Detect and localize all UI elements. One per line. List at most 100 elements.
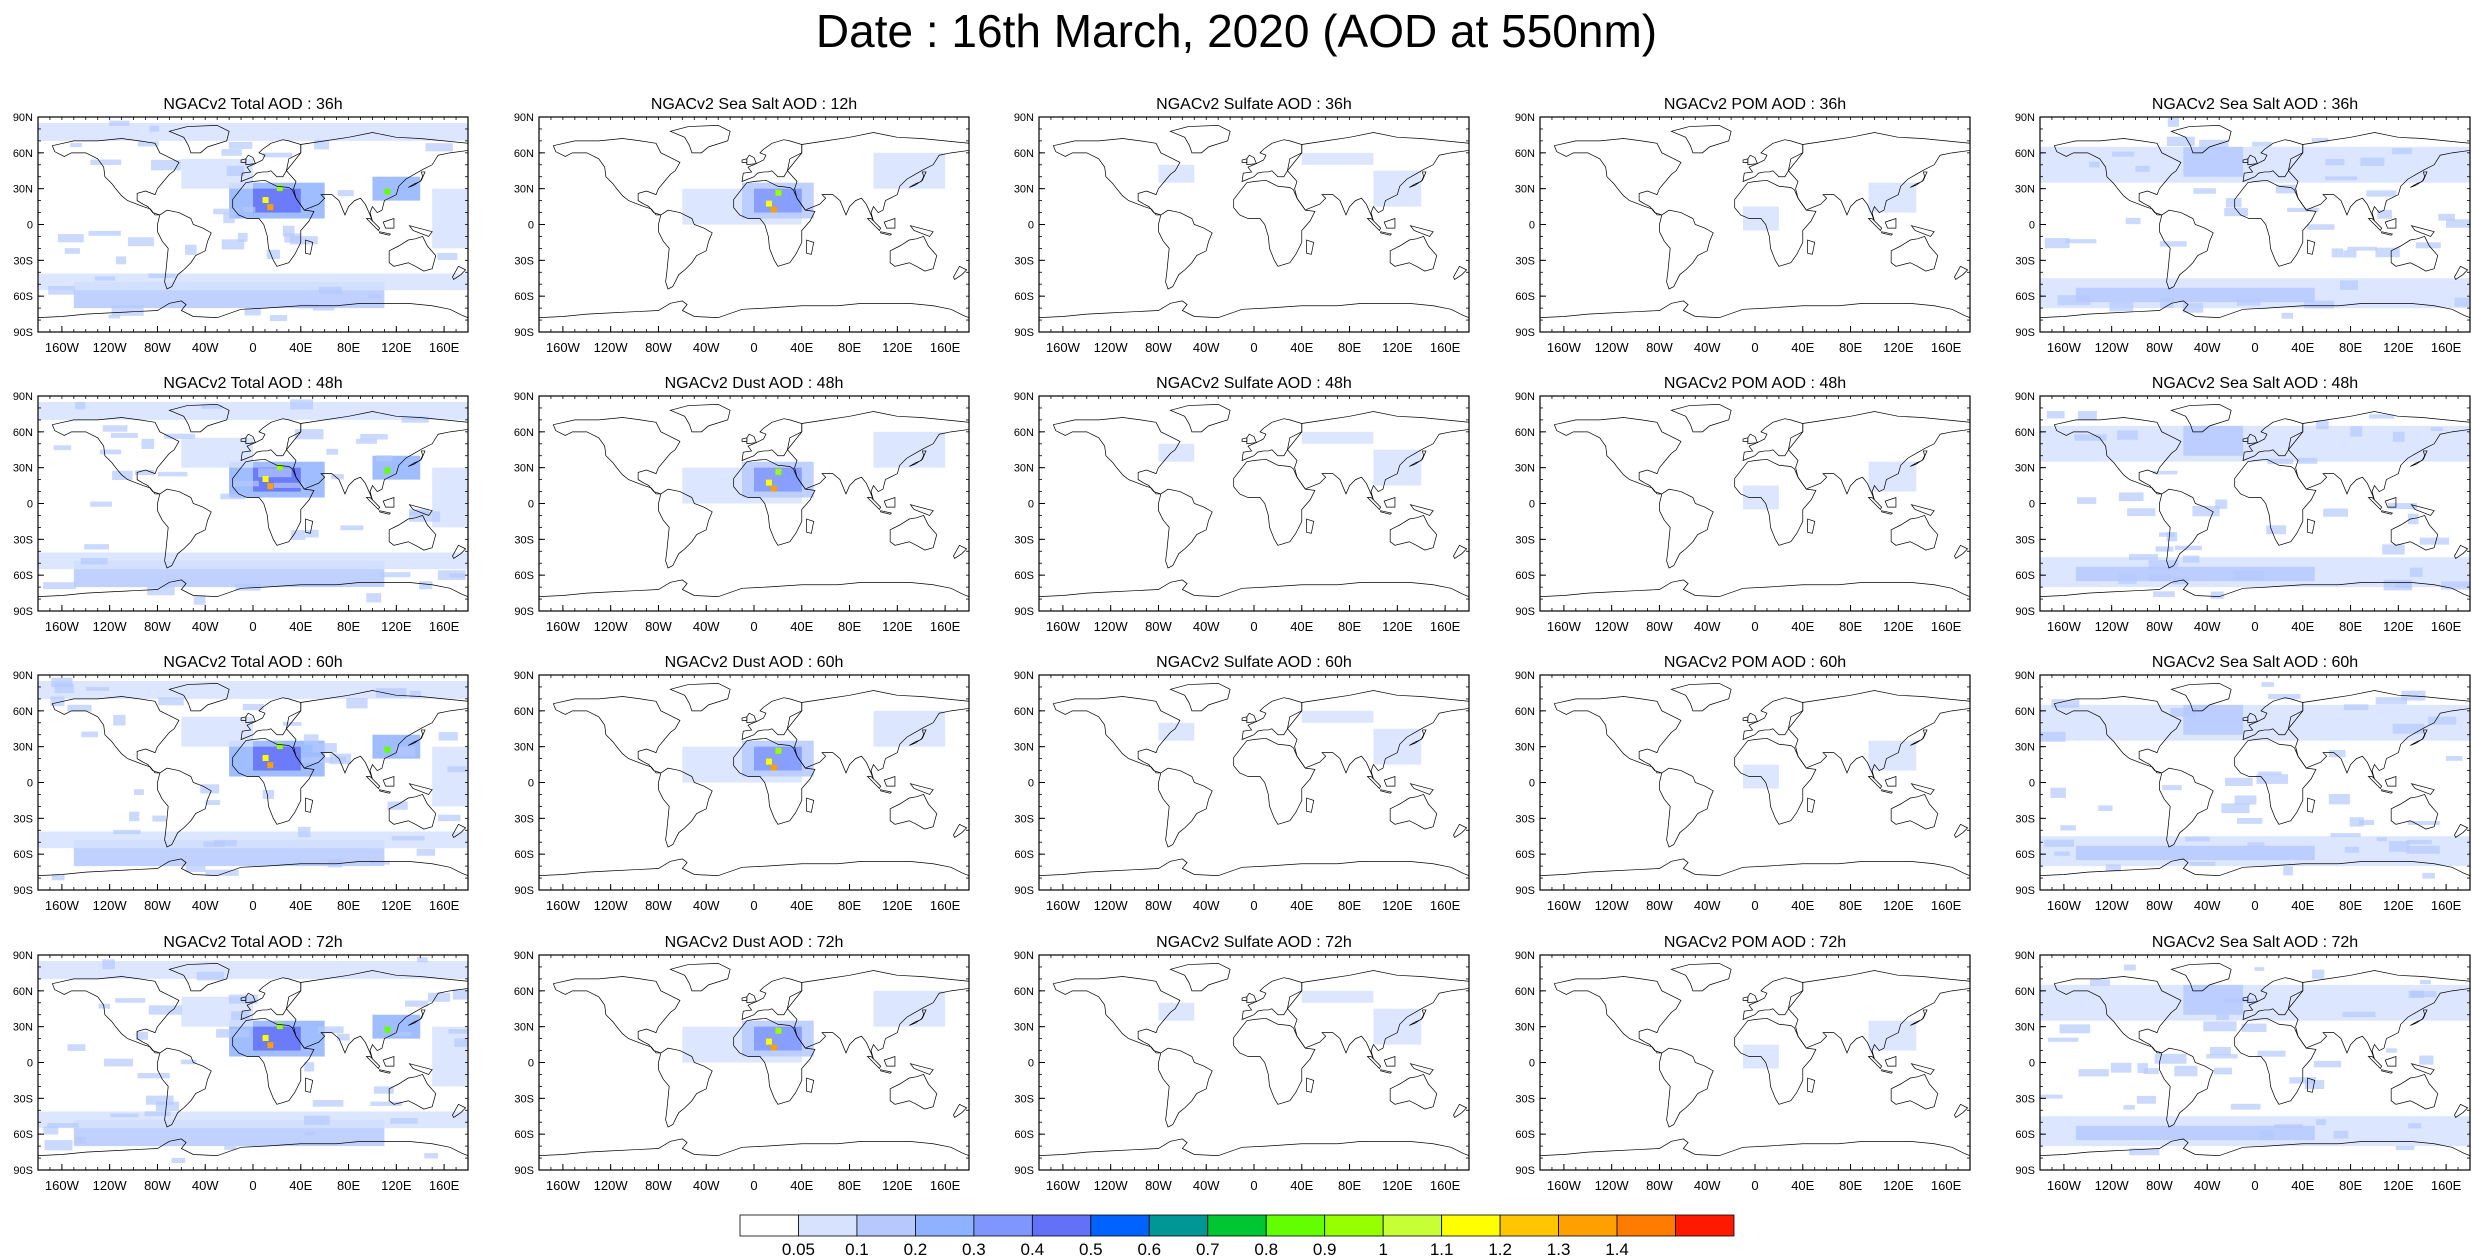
aod-field-patch bbox=[290, 399, 314, 410]
panel-title: NGACv2 Dust AOD : 72h bbox=[665, 934, 844, 951]
aod-field-patch bbox=[38, 960, 468, 979]
lon-tick-label: 40W bbox=[2194, 898, 2221, 913]
lat-tick-label: 30N bbox=[1515, 184, 1535, 196]
colorbar-label: 1.1 bbox=[1430, 1240, 1454, 1259]
lon-tick-label: 160W bbox=[1547, 898, 1582, 913]
lon-tick-label: 160E bbox=[2431, 1178, 2462, 1193]
lon-tick-label: 160E bbox=[1931, 1178, 1962, 1193]
aod-field-patch bbox=[50, 696, 65, 707]
aod-field-patch bbox=[2077, 411, 2097, 420]
lat-tick-label: 0 bbox=[27, 220, 33, 232]
aod-field-patch bbox=[2275, 184, 2297, 194]
lat-tick-label: 90S bbox=[514, 606, 534, 618]
aod-field-patch bbox=[2090, 979, 2111, 986]
lat-tick-label: 0 bbox=[27, 499, 33, 511]
lat-tick-label: 90N bbox=[1014, 950, 1034, 962]
lon-tick-label: 120E bbox=[2383, 340, 2414, 355]
aod-field-patch bbox=[304, 1115, 330, 1125]
lat-tick-label: 60S bbox=[1515, 849, 1535, 861]
aod-field-patch bbox=[43, 582, 76, 590]
colorbar-swatch bbox=[1675, 1214, 1735, 1237]
map-panel: NGACv2 Sulfate AOD : 48h 90N 60N 30N 0 30S 60S… bbox=[1014, 375, 1470, 634]
lat-tick-label: 90S bbox=[13, 885, 33, 897]
colorbar-label: 0.7 bbox=[1196, 1240, 1220, 1259]
lon-tick-label: 160W bbox=[1547, 1178, 1582, 1193]
lon-tick-label: 120E bbox=[882, 1178, 913, 1193]
panel-title: NGACv2 Sea Salt AOD : 72h bbox=[2152, 934, 2358, 951]
lat-tick-label: 60S bbox=[514, 570, 534, 582]
lon-tick-label: 120W bbox=[594, 619, 629, 634]
aod-field-patch bbox=[2210, 591, 2224, 599]
map-panel: NGACv2 POM AOD : 48h 90N 60N 30N 0 30S 60S 90S 1… bbox=[1515, 375, 1971, 634]
panel-title: NGACv2 Sea Salt AOD : 48h bbox=[2152, 375, 2358, 392]
aod-field-patch bbox=[258, 468, 292, 478]
aod-field-patch bbox=[2267, 458, 2293, 465]
aod-field-patch bbox=[67, 1044, 86, 1051]
aod-field-patch bbox=[38, 401, 468, 420]
aod-field-patch bbox=[432, 746, 468, 807]
aod-field-patch bbox=[2159, 241, 2187, 247]
colorbar-label: 0.4 bbox=[1021, 1240, 1045, 1259]
lon-tick-label: 120E bbox=[381, 619, 412, 634]
aod-field-patch bbox=[2105, 864, 2121, 872]
aod-field-patch bbox=[193, 595, 206, 605]
aod-field-patch bbox=[2199, 139, 2229, 149]
aod-field-patch bbox=[2137, 1063, 2149, 1074]
lon-tick-label: 160W bbox=[1046, 340, 1081, 355]
lon-tick-label: 80W bbox=[1646, 619, 1673, 634]
lon-tick-label: 40W bbox=[192, 1178, 219, 1193]
aod-field-patch bbox=[318, 286, 342, 294]
lon-tick-label: 80E bbox=[2339, 340, 2362, 355]
lon-tick-label: 80W bbox=[1646, 340, 1673, 355]
aod-field-patch bbox=[235, 583, 261, 591]
aod-field-patch bbox=[305, 529, 319, 538]
lon-tick-label: 0 bbox=[1250, 619, 1257, 634]
aod-field-patch bbox=[2349, 817, 2364, 827]
aod-hotspot bbox=[770, 485, 777, 492]
aod-field-patch bbox=[2392, 148, 2412, 155]
lon-tick-label: 120W bbox=[1595, 340, 1630, 355]
lat-tick-label: 30S bbox=[1515, 255, 1535, 267]
aod-field-patch bbox=[244, 308, 261, 316]
lat-tick-label: 30S bbox=[13, 534, 33, 546]
lon-tick-label: 160E bbox=[930, 1178, 961, 1193]
aod-field-patch bbox=[2230, 1103, 2261, 1110]
lat-tick-label: 30S bbox=[1014, 534, 1034, 546]
panel-title: NGACv2 Sea Salt AOD : 12h bbox=[651, 96, 857, 113]
lon-tick-label: 40E bbox=[1791, 340, 1814, 355]
map-panel: NGACv2 Dust AOD : 72h 90N 60N 30N 0 30S 60S 90S… bbox=[514, 934, 970, 1193]
aod-field-patch bbox=[2234, 795, 2257, 805]
aod-field-patch bbox=[38, 831, 468, 849]
lon-tick-label: 40E bbox=[790, 1178, 813, 1193]
aod-field-patch bbox=[2143, 1068, 2159, 1075]
lon-tick-label: 160W bbox=[1046, 1178, 1081, 1193]
aod-field-patch bbox=[2148, 574, 2171, 582]
aod-field-patch bbox=[1158, 164, 1195, 183]
map-panel: NGACv2 Total AOD : 48h 90N 60N 30N 0 30S 60S 90… bbox=[13, 375, 469, 634]
aod-field-patch bbox=[401, 416, 429, 423]
aod-field-patch bbox=[2118, 492, 2144, 502]
aod-field-patch bbox=[754, 746, 802, 771]
lon-tick-label: 120E bbox=[2383, 619, 2414, 634]
lon-tick-label: 80W bbox=[645, 340, 672, 355]
aod-hotspot bbox=[765, 1038, 772, 1045]
lat-tick-label: 60S bbox=[1014, 291, 1034, 303]
aod-field-patch bbox=[291, 530, 306, 540]
lat-tick-label: 0 bbox=[27, 778, 33, 790]
lon-tick-label: 120E bbox=[1382, 619, 1413, 634]
lon-tick-label: 160E bbox=[1931, 619, 1962, 634]
lon-tick-label: 40E bbox=[790, 340, 813, 355]
lon-tick-label: 160E bbox=[2431, 340, 2462, 355]
aod-field-patch bbox=[754, 1026, 802, 1051]
aod-field-patch bbox=[171, 1157, 186, 1163]
colorbar-swatch bbox=[1207, 1214, 1267, 1237]
lon-tick-label: 120E bbox=[2383, 898, 2414, 913]
aod-field-patch bbox=[2136, 1095, 2156, 1104]
lat-tick-label: 30N bbox=[1014, 184, 1034, 196]
lat-tick-label: 30S bbox=[514, 1093, 534, 1105]
colorbar-label: 0.2 bbox=[904, 1240, 928, 1259]
lat-tick-label: 60S bbox=[1515, 1129, 1535, 1141]
lon-tick-label: 120W bbox=[1094, 619, 1129, 634]
lon-tick-label: 80E bbox=[838, 1178, 861, 1193]
aod-field-patch bbox=[2316, 420, 2329, 430]
